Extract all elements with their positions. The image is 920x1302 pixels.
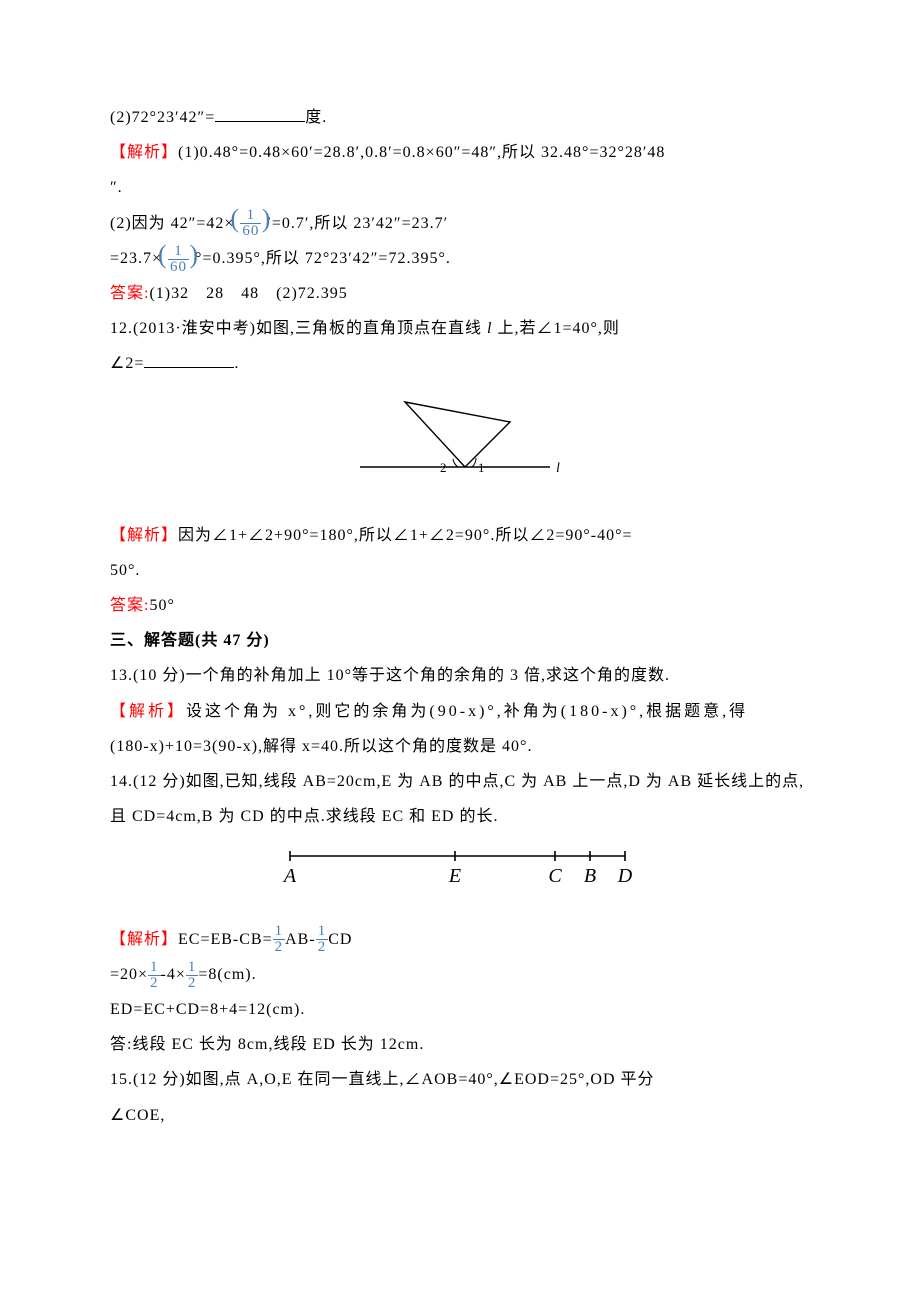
text: =8(cm). [198, 966, 256, 983]
answer-text: 50° [149, 597, 174, 614]
label-l: l [556, 461, 560, 476]
fraction-1-60: (160) [234, 208, 267, 239]
text: 12.(2013·淮安中考)如图,三角板的直角顶点在直线 [110, 320, 487, 337]
answer-text: (1)32 28 48 (2)72.395 [149, 285, 347, 302]
text: =20× [110, 966, 148, 983]
q11-analysis-line2: (2)因为 42″=42×(160)′=0.7′,所以 23′42″=23.7′ [110, 206, 810, 241]
section3-heading: 三、解答题(共 47 分) [110, 623, 810, 658]
q11-part2-prompt: (2)72°23′42″= 度. [110, 100, 810, 135]
text: (1)0.48°=0.48×60′=28.8′,0.8′=0.8×60″=48″… [178, 144, 665, 161]
q12-figure: 2 1 l [110, 392, 810, 500]
q12-analysis: 【解析】因为∠1+∠2+90°=180°,所以∠1+∠2=90°.所以∠2=90… [110, 518, 810, 553]
text: CD [328, 931, 352, 948]
q11-p2-prefix: (2)72°23′42″= [110, 109, 215, 126]
text: 设这个角为 x°,则它的余角为(90-x)°,补角为(180-x)°,根据题意,… [186, 703, 748, 720]
fraction-1-2: 12 [273, 924, 286, 955]
text: -4× [161, 966, 186, 983]
pt-A: A [282, 865, 297, 887]
text: (2)因为 42″=42× [110, 215, 234, 232]
triangle-on-line-diagram: 2 1 l [350, 392, 570, 487]
answer-label: 答案: [110, 285, 149, 302]
q12-stem-line2: ∠2=. [110, 346, 810, 381]
q14-conclusion: 答:线段 EC 长为 8cm,线段 ED 长为 12cm. [110, 1027, 810, 1062]
text: 上,若∠1=40°,则 [492, 320, 619, 337]
q15-stem-b: ∠COE, [110, 1098, 810, 1133]
analysis-label: 【解析】 [110, 931, 178, 948]
q11-analysis-line3: =23.7×(160)°=0.395°,所以 72°23′42″=72.395°… [110, 241, 810, 276]
analysis-label: 【解析】 [110, 703, 186, 720]
q13-stem: 13.(10 分)一个角的补角加上 10°等于这个角的余角的 3 倍,求这个角的… [110, 658, 810, 693]
pt-B: B [584, 865, 596, 887]
text: . [234, 355, 239, 372]
text: ′=0.7′,所以 23′42″=23.7′ [267, 215, 448, 232]
q13-analysis-b: (180-x)+10=3(90-x),解得 x=40.所以这个角的度数是 40°… [110, 729, 810, 764]
page: (2)72°23′42″=度. 【解析】(1)0.48°=0.48×60′=28… [0, 0, 920, 1302]
q14-analysis-line1: 【解析】EC=EB-CB=12AB-12CD [110, 922, 810, 957]
blank [144, 350, 234, 369]
text: AB- [285, 931, 316, 948]
q14-analysis-line2: =20×12-4×12=8(cm). [110, 957, 810, 992]
analysis-label: 【解析】 [110, 144, 178, 161]
q12-analysis-2: 50°. [110, 553, 810, 588]
fraction-1-2: 12 [148, 960, 161, 991]
q14-analysis-line3: ED=EC+CD=8+4=12(cm). [110, 992, 810, 1027]
answer-label: 答案: [110, 597, 149, 614]
q12-stem-line1: 12.(2013·淮安中考)如图,三角板的直角顶点在直线 l 上,若∠1=40°… [110, 311, 810, 346]
text: ∠2= [110, 355, 144, 372]
fraction-1-60: (160) [162, 244, 195, 275]
pt-C: C [548, 865, 562, 887]
fraction-1-2: 12 [316, 924, 329, 955]
label-2: 2 [440, 460, 447, 475]
q11-analysis-line1: 【解析】(1)0.48°=0.48×60′=28.8′,0.8′=0.8×60″… [110, 135, 810, 170]
analysis-label: 【解析】 [110, 527, 178, 544]
text: =23.7× [110, 250, 162, 267]
pt-E: E [448, 865, 461, 887]
pt-D: D [617, 865, 633, 887]
text: 因为∠1+∠2+90°=180°,所以∠1+∠2=90°.所以∠2=90°-40… [178, 527, 633, 544]
q15-stem-a: 15.(12 分)如图,点 A,O,E 在同一直线上,∠AOB=40°,∠EOD… [110, 1062, 810, 1097]
q12-answer: 答案:50° [110, 588, 810, 623]
segment-diagram: A E C B D [280, 844, 640, 890]
q14-stem-a: 14.(12 分)如图,已知,线段 AB=20cm,E 为 AB 的中点,C 为… [110, 764, 810, 799]
q11-analysis-line1b: ″. [110, 170, 810, 205]
q14-figure: A E C B D [110, 844, 810, 903]
blank [215, 103, 305, 122]
q11-p2-suffix: 度. [305, 109, 327, 126]
q14-stem-b: 且 CD=4cm,B 为 CD 的中点.求线段 EC 和 ED 的长. [110, 799, 810, 834]
fraction-1-2: 12 [186, 960, 199, 991]
text: EC=EB-CB= [178, 931, 273, 948]
q11-answer: 答案:(1)32 28 48 (2)72.395 [110, 276, 810, 311]
text: °=0.395°,所以 72°23′42″=72.395°. [195, 250, 451, 267]
label-1: 1 [478, 460, 485, 475]
q13-analysis-a: 【解析】设这个角为 x°,则它的余角为(90-x)°,补角为(180-x)°,根… [110, 694, 810, 729]
